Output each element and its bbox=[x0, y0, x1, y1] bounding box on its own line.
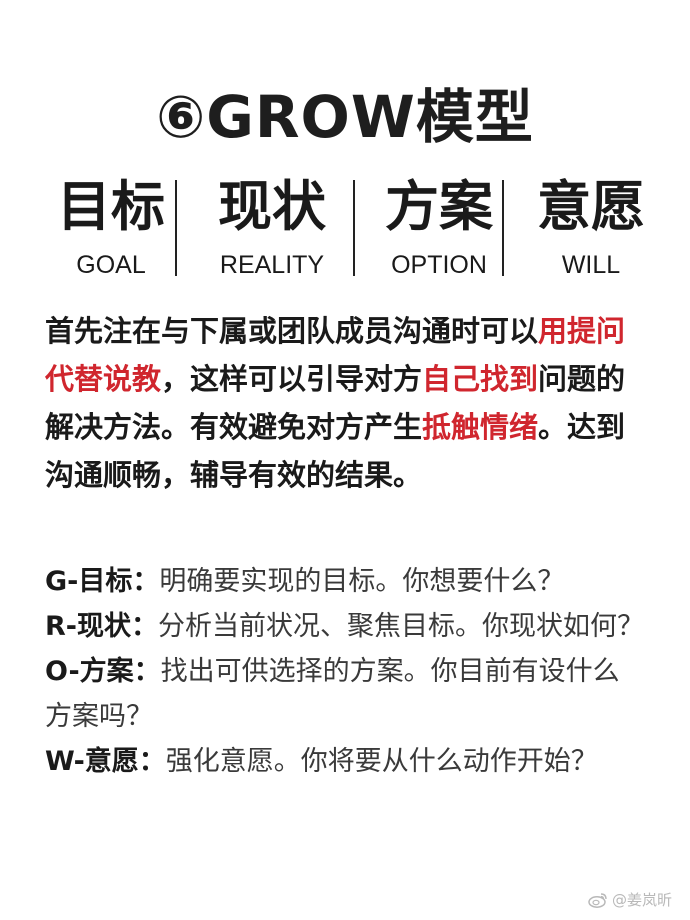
question-list: G-目标：明确要实现的目标。你想要什么？ R-现状：分析当前状况、聚焦目标。你现… bbox=[45, 559, 645, 784]
watermark: @姜岚昕 bbox=[588, 889, 672, 910]
question-value: 强化意愿。你将要从什么动作开始？ bbox=[165, 746, 598, 777]
question-value: 明确要实现的目标。你想要什么？ bbox=[159, 566, 565, 597]
column-option-zh: 方案 bbox=[385, 175, 493, 238]
intro-text: 首先注在与下属或团队成员沟通时可以 bbox=[45, 314, 539, 348]
column-divider bbox=[175, 180, 177, 276]
column-reality: 现状 REALITY bbox=[188, 172, 356, 282]
question-key: O-方案： bbox=[45, 656, 161, 687]
question-value: 找出可供选择的方案。你目前有设什么方案吗？ bbox=[45, 656, 620, 732]
question-item-option: O-方案：找出可供选择的方案。你目前有设什么方案吗？ bbox=[45, 649, 645, 739]
intro-paragraph: 首先注在与下属或团队成员沟通时可以用提问代替说教，这样可以引导对方自己找到问题的… bbox=[45, 307, 650, 499]
intro-highlight: 抵触情绪 bbox=[422, 410, 539, 444]
question-key: W-意愿： bbox=[45, 746, 166, 777]
column-will-zh: 意愿 bbox=[537, 175, 645, 238]
weibo-icon bbox=[588, 892, 608, 908]
question-item-reality: R-现状：分析当前状况、聚焦目标。你现状如何？ bbox=[45, 604, 645, 649]
column-option-en: OPTION bbox=[391, 251, 487, 279]
intro-highlight: 自己找到 bbox=[422, 362, 539, 396]
column-divider bbox=[502, 180, 504, 276]
question-item-will: W-意愿：强化意愿。你将要从什么动作开始？ bbox=[45, 739, 645, 784]
column-goal-zh: 目标 bbox=[57, 175, 165, 238]
column-goal-en: GOAL bbox=[76, 251, 146, 279]
column-will: 意愿 WILL bbox=[520, 172, 662, 282]
intro-text: 。达到沟通顺畅，辅导有效的结果。 bbox=[45, 410, 626, 492]
question-item-goal: G-目标：明确要实现的目标。你想要什么？ bbox=[45, 559, 645, 604]
question-key: R-现状： bbox=[45, 611, 158, 642]
intro-text: 问题的解决方法。有效避免对方产生 bbox=[45, 362, 626, 444]
column-reality-zh: 现状 bbox=[218, 175, 326, 238]
page-title: ⑥GROW模型 bbox=[156, 83, 534, 151]
column-option: 方案 OPTION bbox=[368, 172, 510, 282]
intro-text: ，这样可以引导对方 bbox=[161, 362, 423, 396]
column-will-en: WILL bbox=[561, 251, 621, 279]
question-key: G-目标： bbox=[45, 566, 160, 597]
grow-columns: 目标 GOAL 现状 REALITY 方案 OPTION 意愿 WILL bbox=[50, 172, 650, 282]
column-goal: 目标 GOAL bbox=[50, 172, 172, 282]
column-divider bbox=[353, 180, 355, 276]
column-reality-en: REALITY bbox=[219, 251, 325, 279]
intro-highlight: 用提问代替说教 bbox=[45, 314, 626, 396]
watermark-text: @姜岚昕 bbox=[611, 891, 672, 909]
question-value: 分析当前状况、聚焦目标。你现状如何？ bbox=[158, 611, 644, 642]
